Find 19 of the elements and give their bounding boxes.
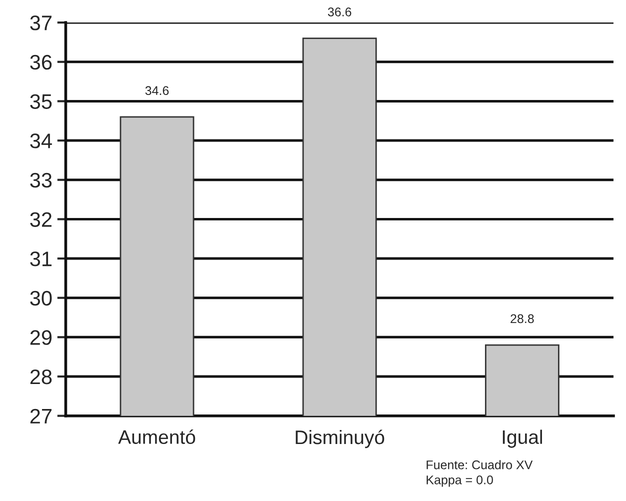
x-tick-label: Aumentó bbox=[118, 429, 196, 444]
text: Kappa = 0.0 bbox=[426, 475, 493, 487]
y-tick-label: 33 bbox=[30, 172, 52, 188]
data-label: 28.8 bbox=[510, 314, 534, 324]
y-tick-label: 35 bbox=[30, 94, 52, 109]
source-note: Fuente: Cuadro XV bbox=[426, 460, 533, 470]
y-tick-label: 31 bbox=[30, 252, 52, 266]
y-tick-label: 37 bbox=[30, 16, 52, 30]
y-tick-label: 28 bbox=[30, 370, 52, 384]
data-label: 34.6 bbox=[145, 86, 169, 96]
y-tick-label: 27 bbox=[30, 408, 52, 424]
y-tick-label: 34 bbox=[30, 134, 52, 148]
data-label: 36.6 bbox=[328, 8, 352, 16]
y-tick-label: 29 bbox=[30, 330, 52, 345]
y-tick-label: 32 bbox=[30, 212, 52, 227]
y-tick-label: 30 bbox=[30, 290, 52, 306]
x-tick-label: Disminuyó bbox=[296, 430, 384, 448]
x-tick-label: Igual bbox=[502, 430, 542, 448]
y-tick-label: 36 bbox=[30, 54, 52, 70]
